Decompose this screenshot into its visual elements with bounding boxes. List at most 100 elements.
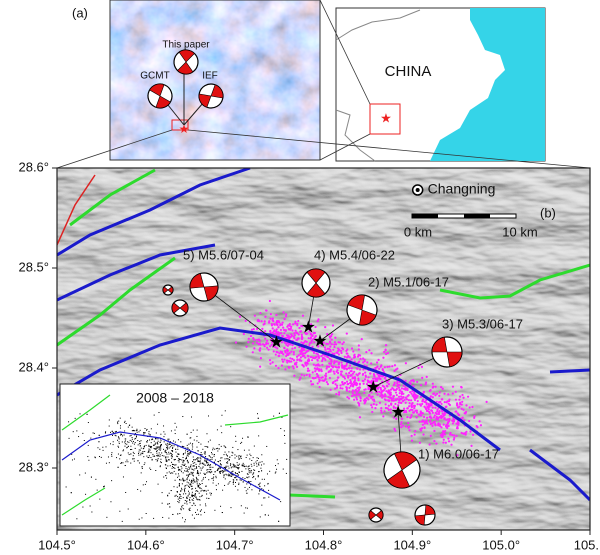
quake-dot [248, 338, 250, 340]
quake-dot [401, 391, 403, 393]
history-dot [230, 507, 231, 508]
quake-dot [406, 416, 408, 418]
quake-dot [326, 381, 328, 383]
quake-dot [346, 356, 348, 358]
quake-dot [371, 411, 373, 413]
quake-dot [284, 342, 286, 344]
quake-dot [340, 373, 342, 375]
history-dot [135, 442, 136, 443]
quake-dot [468, 420, 470, 422]
history-dot [165, 464, 166, 465]
quake-dot [273, 329, 275, 331]
history-dot [240, 456, 241, 457]
history-dot [118, 447, 119, 448]
history-dot [179, 485, 180, 486]
history-dot [185, 493, 186, 494]
quake-dot [446, 427, 448, 429]
fault [290, 495, 335, 497]
history-dot [214, 454, 215, 455]
history-dot [180, 480, 181, 481]
history-dot [246, 457, 247, 458]
history-dot [180, 491, 181, 492]
quake-dot [383, 351, 385, 353]
history-dot [187, 477, 188, 478]
history-dot [140, 443, 141, 444]
quake-dot [343, 341, 345, 343]
history-dot [237, 489, 238, 490]
quake-dot [332, 349, 334, 351]
history-dot [196, 468, 197, 469]
quake-dot [365, 351, 367, 353]
history-dot [134, 430, 135, 431]
quake-dot [308, 370, 310, 372]
history-dot [109, 419, 110, 420]
history-dot [225, 458, 226, 459]
history-dot [196, 498, 197, 499]
history-dot [196, 480, 197, 481]
quake-dot [434, 421, 436, 423]
history-dot [254, 446, 255, 447]
history-dot [161, 462, 162, 463]
history-dot [87, 456, 88, 457]
history-dot [132, 427, 133, 428]
history-dot [189, 474, 190, 475]
history-dot [192, 492, 193, 493]
quake-dot [269, 300, 271, 302]
history-dot [119, 511, 120, 512]
history-dot [195, 512, 196, 513]
quake-dot [348, 390, 350, 392]
history-dot [235, 472, 236, 473]
quake-dot [296, 323, 298, 325]
history-dot [84, 440, 85, 441]
history-dot [260, 462, 261, 463]
quake-dot [351, 383, 353, 385]
history-dot [122, 441, 123, 442]
quake-dot [398, 384, 400, 386]
quake-dot [353, 394, 355, 396]
quake-dot [336, 360, 338, 362]
history-dot [277, 459, 278, 460]
history-dot [117, 423, 118, 424]
history-dot [200, 504, 201, 505]
history-dot [184, 470, 185, 471]
history-dot [187, 482, 188, 483]
history-dot [186, 458, 187, 459]
history-dot [136, 430, 137, 431]
history-dot [136, 429, 137, 430]
history-dot [194, 462, 195, 463]
quake-dot [400, 426, 402, 428]
quake-dot [370, 404, 372, 406]
history-dot [177, 449, 178, 450]
quake-dot [338, 393, 340, 395]
history-dot [215, 460, 216, 461]
history-dot [239, 467, 240, 468]
history-dot [87, 414, 88, 415]
history-dot [252, 477, 253, 478]
history-dot [258, 418, 259, 419]
quake-dot [314, 370, 316, 372]
history-dot [192, 486, 193, 487]
history-dot [171, 430, 172, 431]
quake-dot [430, 404, 432, 406]
history-dot [260, 468, 261, 469]
history-dot [257, 457, 258, 458]
history-dot [196, 466, 197, 467]
quake-dot [448, 403, 450, 405]
quake-dot [272, 327, 274, 329]
history-dot [208, 464, 209, 465]
history-dot [182, 483, 183, 484]
history-dot [177, 513, 178, 514]
quake-dot [464, 412, 466, 414]
quake-dot [408, 429, 410, 431]
history-dot [259, 471, 260, 472]
history-dot [109, 462, 110, 463]
focal-mechanism [172, 300, 188, 316]
history-dot [223, 471, 224, 472]
history-dot [183, 461, 184, 462]
quake-dot [395, 391, 397, 393]
history-dot [201, 496, 202, 497]
history-dot [247, 489, 248, 490]
history-dot [148, 449, 149, 450]
history-dot [231, 467, 232, 468]
quake-dot [307, 355, 309, 357]
